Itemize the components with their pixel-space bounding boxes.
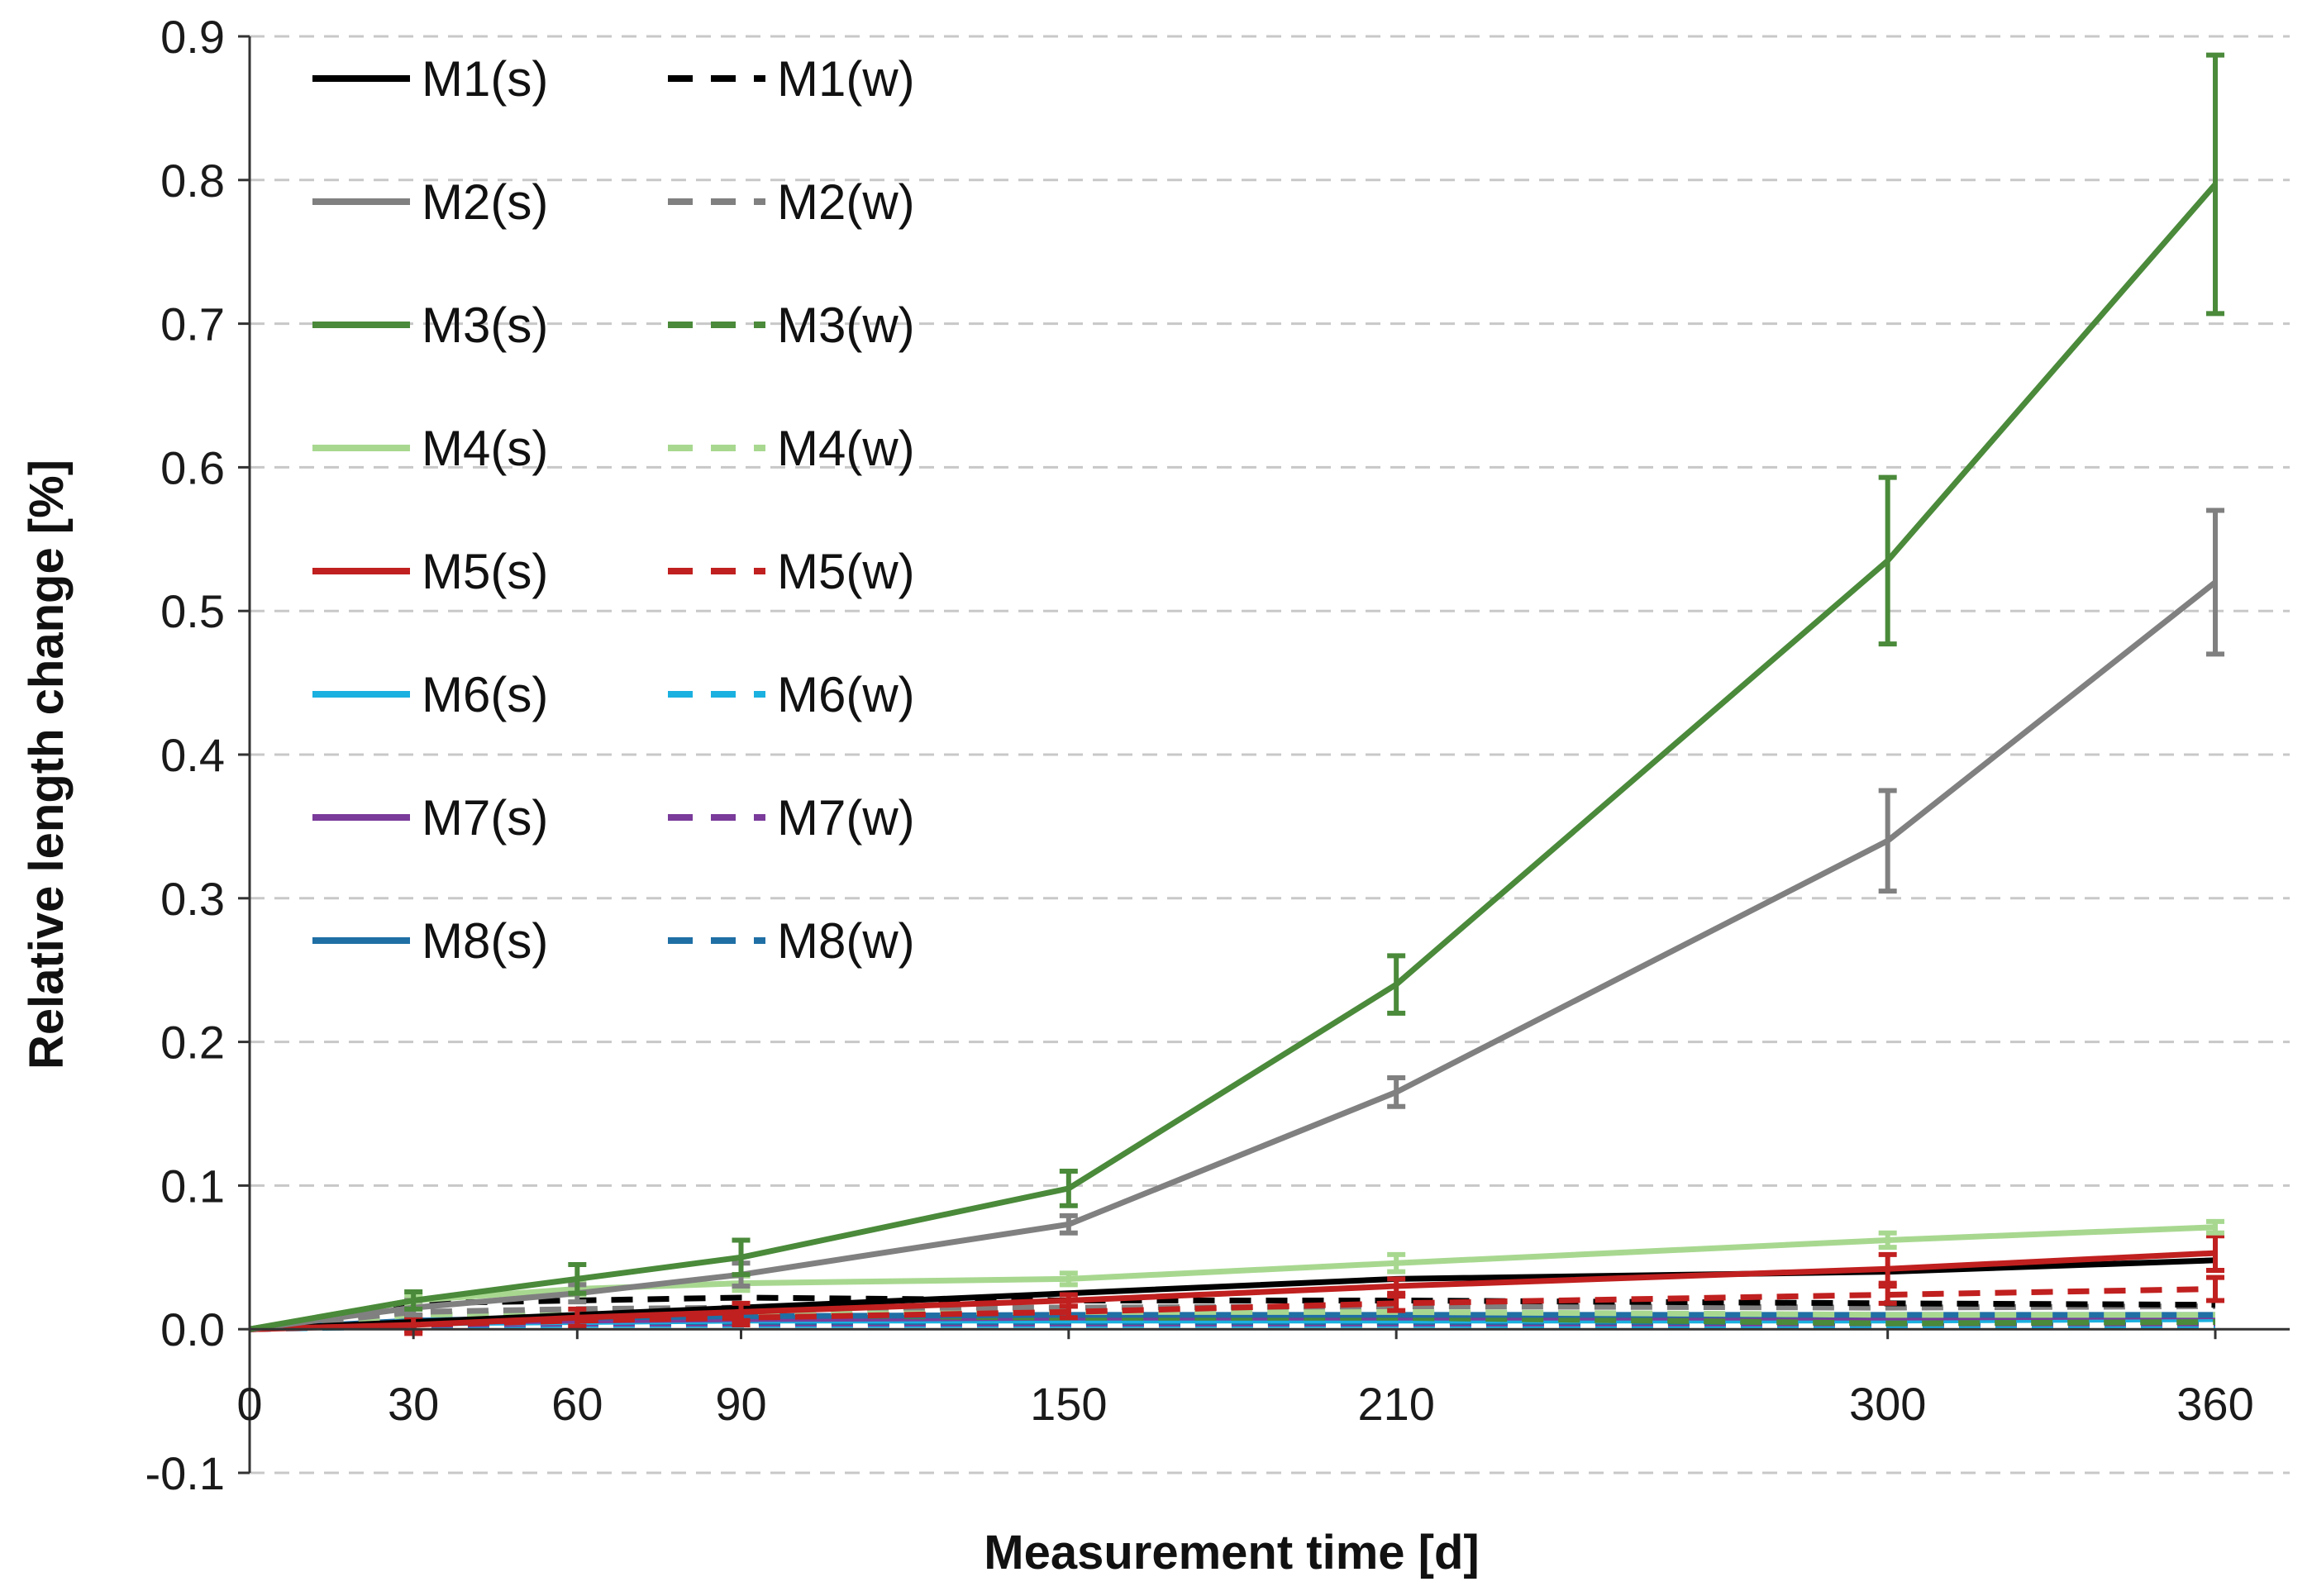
legend-label-m3s: M3(s) xyxy=(422,298,548,353)
legend-label-m8w: M8(w) xyxy=(777,913,915,969)
y-tick-label: -0.1 xyxy=(145,1447,226,1499)
x-tick-label: 60 xyxy=(551,1378,603,1430)
x-tick-label: 0 xyxy=(236,1378,262,1430)
legend-label-m4w: M4(w) xyxy=(777,421,915,476)
legend-label-m2s: M2(s) xyxy=(422,174,548,230)
legend-label-m3w: M3(w) xyxy=(777,298,915,353)
x-axis-title: Measurement time [d] xyxy=(984,1526,1479,1579)
x-tick-label: 150 xyxy=(1030,1378,1107,1430)
legend-label-m1w: M1(w) xyxy=(777,51,915,107)
y-tick-label: 0.4 xyxy=(160,729,225,781)
x-tick-label: 90 xyxy=(715,1378,766,1430)
y-tick-label: 0.6 xyxy=(160,441,225,493)
legend-label-m7w: M7(w) xyxy=(777,790,915,846)
y-tick-label: 0.3 xyxy=(160,873,225,925)
legend: M1(s) M1(w) M2(s) M2(w) M3(s) M3(w) M4(s) M4(w)… xyxy=(312,51,915,969)
y-tick-label: 0.5 xyxy=(160,585,225,637)
series-line-m3s xyxy=(249,182,2218,1332)
legend-label-m5s: M5(s) xyxy=(422,544,548,599)
x-tick-label: 210 xyxy=(1357,1378,1434,1430)
y-tick-label: 0.7 xyxy=(160,298,225,350)
legend-label-m4s: M4(s) xyxy=(422,421,548,476)
series-line-m5s xyxy=(249,1250,2216,1332)
x-tick-label: 30 xyxy=(388,1378,439,1430)
x-tick-label: 360 xyxy=(2176,1378,2253,1430)
legend-label-m6w: M6(w) xyxy=(777,667,915,722)
y-tick-label: 0.0 xyxy=(160,1303,225,1355)
series-line-m2s xyxy=(249,579,2218,1332)
axes: -0.1 0.0 0.1 0.2 0.3 0.4 0.5 0.6 0.7 0.8 0.9 0 30 60 9… xyxy=(145,11,2290,1499)
y-axis-title: Relative length change [%] xyxy=(20,460,74,1070)
legend-label-m1s: M1(s) xyxy=(422,51,548,107)
y-tick-label: 0.9 xyxy=(160,11,225,63)
legend-label-m7s: M7(s) xyxy=(422,790,548,846)
y-tick-label: 0.2 xyxy=(160,1017,225,1069)
legend-label-m8s: M8(s) xyxy=(422,913,548,969)
grid xyxy=(250,35,2290,1475)
y-tick-label: 0.1 xyxy=(160,1160,225,1212)
legend-label-m6s: M6(s) xyxy=(422,667,548,722)
legend-label-m5w: M5(w) xyxy=(777,544,915,599)
plot-area xyxy=(249,52,2224,1336)
legend-label-m2w: M2(w) xyxy=(777,174,915,230)
x-tick-label: 300 xyxy=(1849,1378,1926,1430)
y-tick-label: 0.8 xyxy=(160,155,225,207)
